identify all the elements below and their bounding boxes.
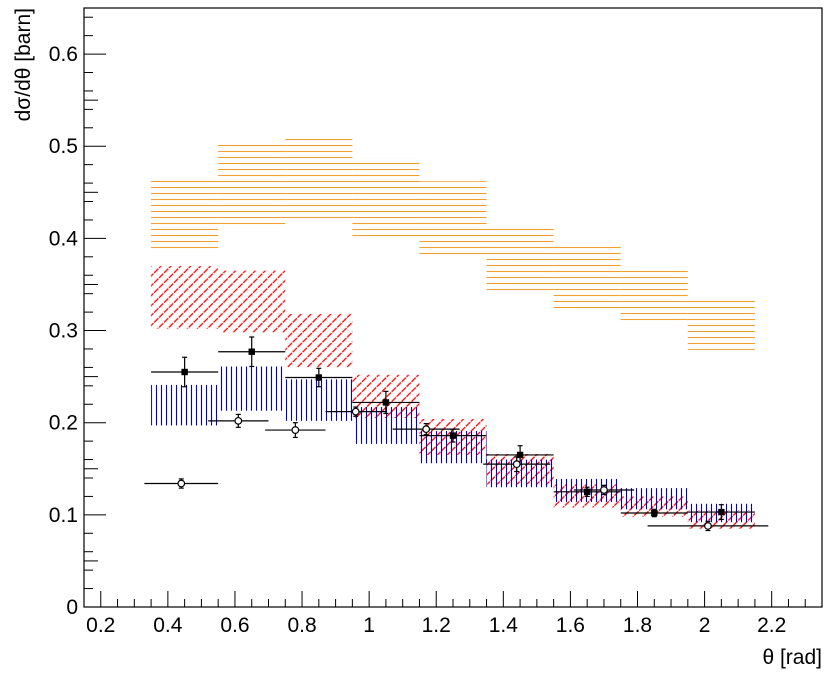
y-tick-label: 0.5 xyxy=(49,135,78,158)
x-tick-label: 0.6 xyxy=(220,614,249,637)
square-marker xyxy=(248,348,255,355)
x-tick-label: 0.2 xyxy=(86,614,115,637)
filled-squares-point-8 xyxy=(687,504,755,521)
square-marker xyxy=(315,374,323,381)
open-circles-point-1 xyxy=(208,413,269,428)
filled-squares-point-2 xyxy=(285,367,353,388)
orange-band-bin-4 xyxy=(419,181,487,257)
data-points xyxy=(144,336,769,532)
filled-squares-series xyxy=(151,336,755,521)
filled-squares-point-6 xyxy=(553,486,621,498)
y-tick-label: 0.1 xyxy=(49,504,78,527)
red-band-bin-0 xyxy=(151,266,219,329)
x-tick-label: 1 xyxy=(363,614,375,637)
x-axis-title: θ [rad] xyxy=(762,646,822,669)
square-marker xyxy=(651,509,658,517)
red-band-bin-1 xyxy=(218,270,286,333)
open-circles-point-7 xyxy=(647,520,769,532)
y-tick-label: 0 xyxy=(66,596,78,619)
square-marker xyxy=(181,368,188,376)
open-circles-series xyxy=(144,406,769,532)
square-marker xyxy=(718,508,725,516)
filled-squares-point-1 xyxy=(218,336,286,368)
filled-squares-point-7 xyxy=(620,508,688,518)
y-tick-label: 0.4 xyxy=(49,227,79,250)
orange-band-bin-7 xyxy=(620,266,688,324)
orange-band-bin-2 xyxy=(285,138,353,220)
filled-squares-point-0 xyxy=(151,356,219,388)
blue-band xyxy=(151,366,755,523)
circle-marker xyxy=(234,416,243,425)
orange-band xyxy=(151,138,755,350)
square-marker xyxy=(382,399,390,406)
y-axis: 0 0.1 0.2 0.3 0.4 0.5 0.6 xyxy=(49,7,106,619)
orange-band-bin-1 xyxy=(218,143,286,227)
x-tick-label: 1.8 xyxy=(623,614,652,637)
x-tick-label: 1.2 xyxy=(422,614,451,637)
x-tick-label: 2 xyxy=(699,614,711,637)
orange-band-bin-5 xyxy=(486,225,554,291)
circle-marker xyxy=(351,407,360,416)
blue-band-bin-1 xyxy=(218,366,286,411)
orange-band-bin-0 xyxy=(151,176,219,253)
circle-marker xyxy=(704,522,712,530)
orange-band-bin-8 xyxy=(687,296,755,350)
open-circles-point-6 xyxy=(573,484,635,496)
y-tick-label: 0.2 xyxy=(49,412,78,435)
orange-band-bin-3 xyxy=(352,158,420,239)
open-circles-point-5 xyxy=(483,456,551,473)
circle-marker xyxy=(422,425,431,434)
hatched-bands xyxy=(151,138,755,529)
circle-marker xyxy=(177,479,186,488)
x-axis: 0.2 0.4 0.6 0.8 1 1.2 1.4 1.6 1.8 2 2.2 xyxy=(83,591,823,637)
y-tick-label: 0.3 xyxy=(49,320,78,343)
circle-marker xyxy=(291,426,300,434)
y-tick-label: 0.6 xyxy=(49,43,78,66)
x-tick-label: 0.4 xyxy=(153,614,183,637)
open-circles-point-0 xyxy=(144,478,219,489)
orange-band-bin-6 xyxy=(553,243,621,310)
x-tick-label: 1.4 xyxy=(489,614,519,637)
x-tick-label: 2.2 xyxy=(757,614,786,637)
open-circles-point-3 xyxy=(325,406,386,417)
filled-squares-point-3 xyxy=(352,390,420,415)
x-tick-label: 0.8 xyxy=(287,614,316,637)
square-marker xyxy=(516,451,524,459)
circle-marker xyxy=(600,486,608,494)
square-marker xyxy=(583,488,591,496)
open-circles-point-2 xyxy=(265,422,326,439)
red-band-bin-2 xyxy=(285,313,353,368)
open-circles-point-4 xyxy=(392,423,460,436)
blue-band-bin-7 xyxy=(620,488,688,510)
square-marker xyxy=(449,432,457,439)
y-axis-title: dσ/dθ [barn] xyxy=(12,8,35,121)
circle-marker xyxy=(512,460,521,469)
blue-band-bin-0 xyxy=(151,384,219,426)
x-tick-label: 1.6 xyxy=(556,614,585,637)
